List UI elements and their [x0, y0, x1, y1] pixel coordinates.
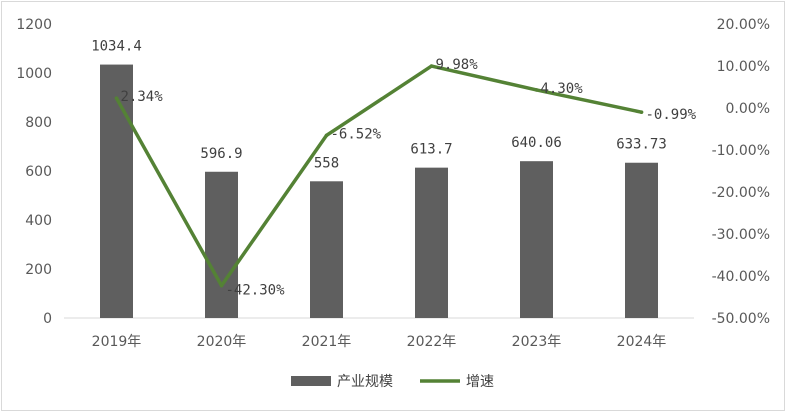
growth-data-label: -6.52%	[331, 126, 382, 142]
growth-data-label: -0.99%	[646, 107, 697, 123]
growth-data-label: 4.30%	[541, 81, 584, 97]
legend-line-label: 增速	[466, 374, 494, 390]
growth-point	[324, 133, 329, 138]
y-right-tick-label: -30.00%	[712, 227, 770, 243]
bar	[415, 167, 448, 318]
growth-point	[534, 88, 539, 92]
growth-series-line	[114, 64, 644, 288]
x-tick-label: 2024年	[617, 334, 667, 350]
y-left-tick-label: 600	[25, 164, 52, 180]
growth-data-label: -42.30%	[226, 283, 286, 299]
bar	[310, 181, 343, 318]
x-tick-label: 2021年	[302, 334, 352, 350]
bar-data-label: 633.73	[616, 137, 667, 153]
y-right-tick-label: -20.00%	[712, 185, 770, 201]
growth-point	[429, 64, 434, 68]
y-left-tick-label: 800	[25, 115, 52, 131]
legend-bar-swatch	[291, 376, 331, 386]
bar-data-label: 1034.4	[91, 39, 142, 55]
bar	[205, 171, 238, 318]
bar	[625, 162, 658, 318]
x-tick-label: 2020年	[197, 334, 247, 350]
legend-bar-label: 产业规模	[337, 374, 393, 390]
y-left-tick-label: 1200	[16, 17, 52, 33]
growth-point	[219, 283, 224, 288]
x-tick-label: 2019年	[92, 334, 142, 350]
x-tick-label: 2023年	[512, 334, 562, 350]
bar-data-label: 596.9	[200, 146, 242, 162]
y-left-tick-label: 200	[25, 262, 52, 278]
y-right-tick-label: -50.00%	[712, 311, 770, 327]
growth-point	[639, 110, 644, 114]
y-right-tick-label: 10.00%	[717, 59, 770, 75]
y-left-tick-label: 400	[25, 213, 52, 229]
bar-data-label: 640.06	[511, 135, 562, 151]
growth-point	[114, 96, 119, 100]
y-right-tick-label: 0.00%	[726, 101, 770, 117]
x-tick-label: 2022年	[407, 334, 457, 350]
y-left-tick-label: 1000	[16, 66, 52, 82]
bar	[520, 161, 553, 318]
y-right-tick-label: 20.00%	[717, 17, 770, 33]
growth-data-label: 9.98%	[436, 57, 479, 73]
y-right-tick-label: -10.00%	[712, 143, 770, 159]
y-left-tick-label: 0	[43, 311, 52, 327]
growth-data-label: 2.34%	[121, 89, 164, 105]
bar	[100, 64, 133, 319]
bar-data-label: 613.7	[410, 142, 452, 158]
bar-data-label: 558	[314, 155, 339, 171]
y-right-tick-label: -40.00%	[712, 269, 770, 285]
